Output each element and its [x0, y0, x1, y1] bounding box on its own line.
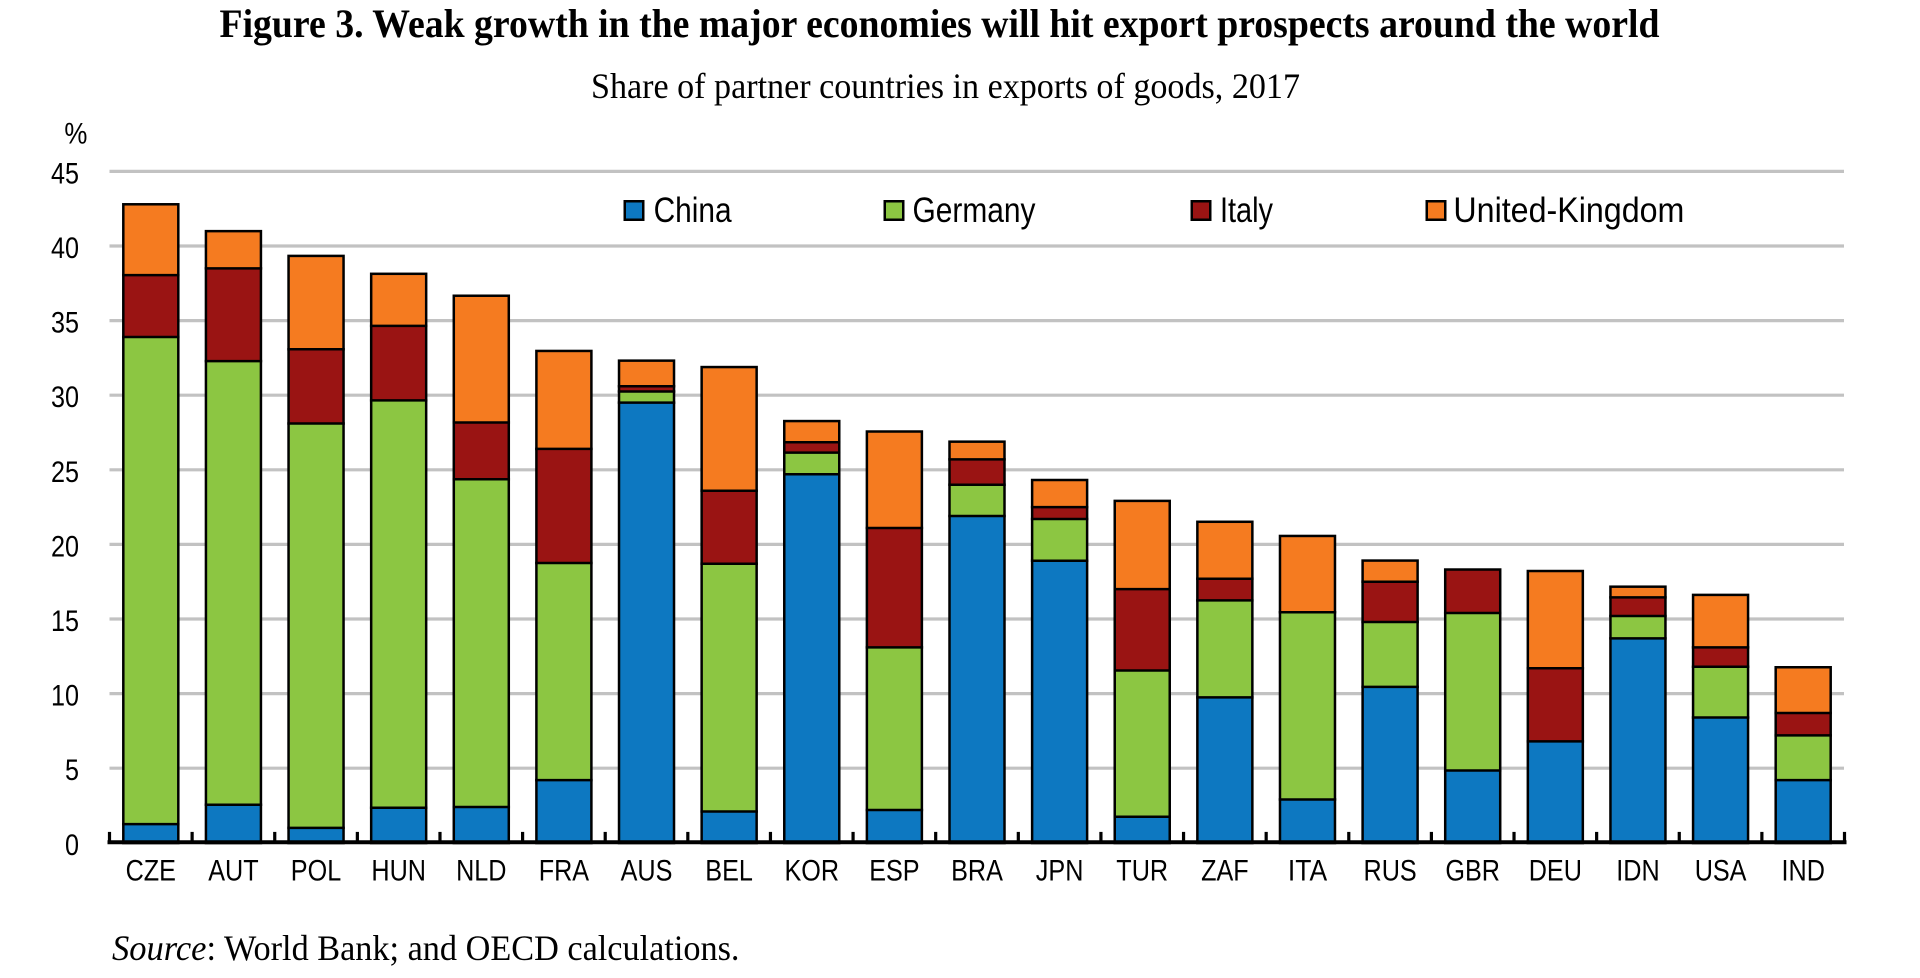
svg-text:NLD: NLD	[456, 855, 506, 888]
svg-text:5: 5	[65, 754, 79, 787]
svg-text:GBR: GBR	[1445, 855, 1500, 888]
svg-text:40: 40	[51, 232, 79, 265]
svg-text:POL: POL	[291, 855, 341, 888]
svg-text:ITA: ITA	[1288, 855, 1327, 888]
svg-text:20: 20	[51, 530, 79, 563]
svg-text:ESP: ESP	[869, 855, 919, 888]
svg-text:USA: USA	[1695, 855, 1747, 888]
svg-text:RUS: RUS	[1364, 855, 1417, 888]
svg-text:45: 45	[51, 157, 79, 190]
svg-text:%: %	[64, 118, 87, 151]
svg-text:AUS: AUS	[621, 855, 673, 888]
svg-text:United-Kingdom: United-Kingdom	[1453, 191, 1684, 230]
svg-text:Source: Source	[112, 928, 207, 968]
svg-text:BEL: BEL	[705, 855, 753, 888]
svg-text:China: China	[654, 191, 732, 230]
svg-text:Germany: Germany	[913, 191, 1036, 230]
svg-text:FRA: FRA	[539, 855, 589, 888]
svg-text:15: 15	[51, 605, 79, 638]
svg-text:KOR: KOR	[785, 855, 840, 888]
svg-text:0: 0	[65, 829, 79, 862]
svg-text:30: 30	[51, 381, 79, 414]
svg-text:ZAF: ZAF	[1201, 855, 1249, 888]
svg-text:Figure 3. Weak growth in the m: Figure 3. Weak growth in the major econo…	[220, 1, 1660, 46]
svg-text:: World Bank; and OECD calcula: : World Bank; and OECD calculations.	[207, 928, 740, 968]
svg-text:IND: IND	[1782, 855, 1825, 888]
svg-text:25: 25	[51, 456, 79, 489]
svg-text:CZE: CZE	[126, 855, 176, 888]
svg-text:DEU: DEU	[1529, 855, 1582, 888]
svg-text:Share of partner countries in: Share of partner countries in exports of…	[591, 66, 1300, 106]
svg-text:BRA: BRA	[951, 855, 1003, 888]
svg-text:HUN: HUN	[371, 855, 426, 888]
svg-text:35: 35	[51, 307, 79, 340]
svg-text:AUT: AUT	[208, 855, 258, 888]
svg-text:Italy: Italy	[1220, 191, 1273, 230]
svg-text:10: 10	[51, 680, 79, 713]
svg-text:TUR: TUR	[1116, 855, 1168, 888]
svg-text:JPN: JPN	[1036, 855, 1084, 888]
svg-text:IDN: IDN	[1616, 855, 1659, 888]
